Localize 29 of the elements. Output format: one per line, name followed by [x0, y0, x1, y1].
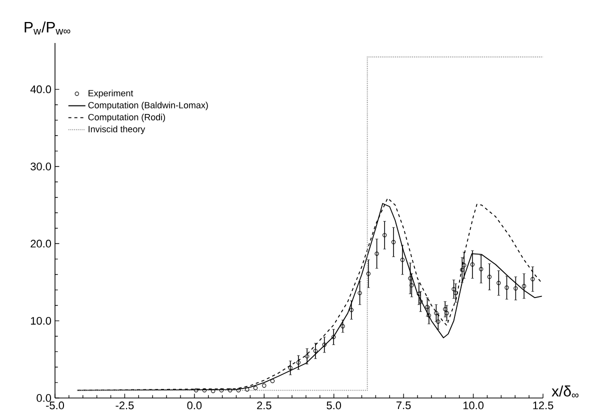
y-tick-label: 30.0	[30, 162, 52, 170]
x-tick-label: -2.5	[116, 402, 134, 410]
point	[228, 388, 232, 392]
x-tick-label: 5.0	[326, 402, 342, 410]
point	[194, 388, 198, 392]
y-tick-label: 0.0	[36, 394, 52, 402]
y-tick-label: 20.0	[30, 240, 52, 248]
x-tick-label: 10.0	[463, 402, 484, 410]
x-tick-label: 2.5	[257, 402, 272, 410]
x-tick-label: 12.5	[533, 402, 554, 410]
point	[211, 388, 216, 394]
x-tick-label: 7.5	[396, 402, 411, 410]
x-tick-label: 0.0	[187, 402, 202, 410]
point	[236, 388, 241, 392]
legend-label: Experiment	[88, 90, 134, 98]
legend-label: Computation (Rodi)	[88, 114, 166, 122]
point	[270, 378, 275, 384]
x-tick-label: -5.0	[46, 402, 64, 410]
point	[219, 388, 224, 392]
y-tick-label: 10.0	[30, 316, 52, 325]
y-tick-label: 40.0	[30, 85, 52, 94]
x-axis-title: x/δ$_{∞}$	[552, 386, 578, 398]
point	[253, 386, 258, 390]
point	[245, 387, 250, 392]
point	[262, 384, 266, 388]
legend-label: Inviscid theory	[88, 126, 146, 134]
legend-label: Computation (Baldwin-Lomax)	[88, 102, 208, 110]
y-axis-title: P$_{w}$/P$_{w∞}$	[24, 21, 70, 34]
point	[202, 388, 207, 392]
